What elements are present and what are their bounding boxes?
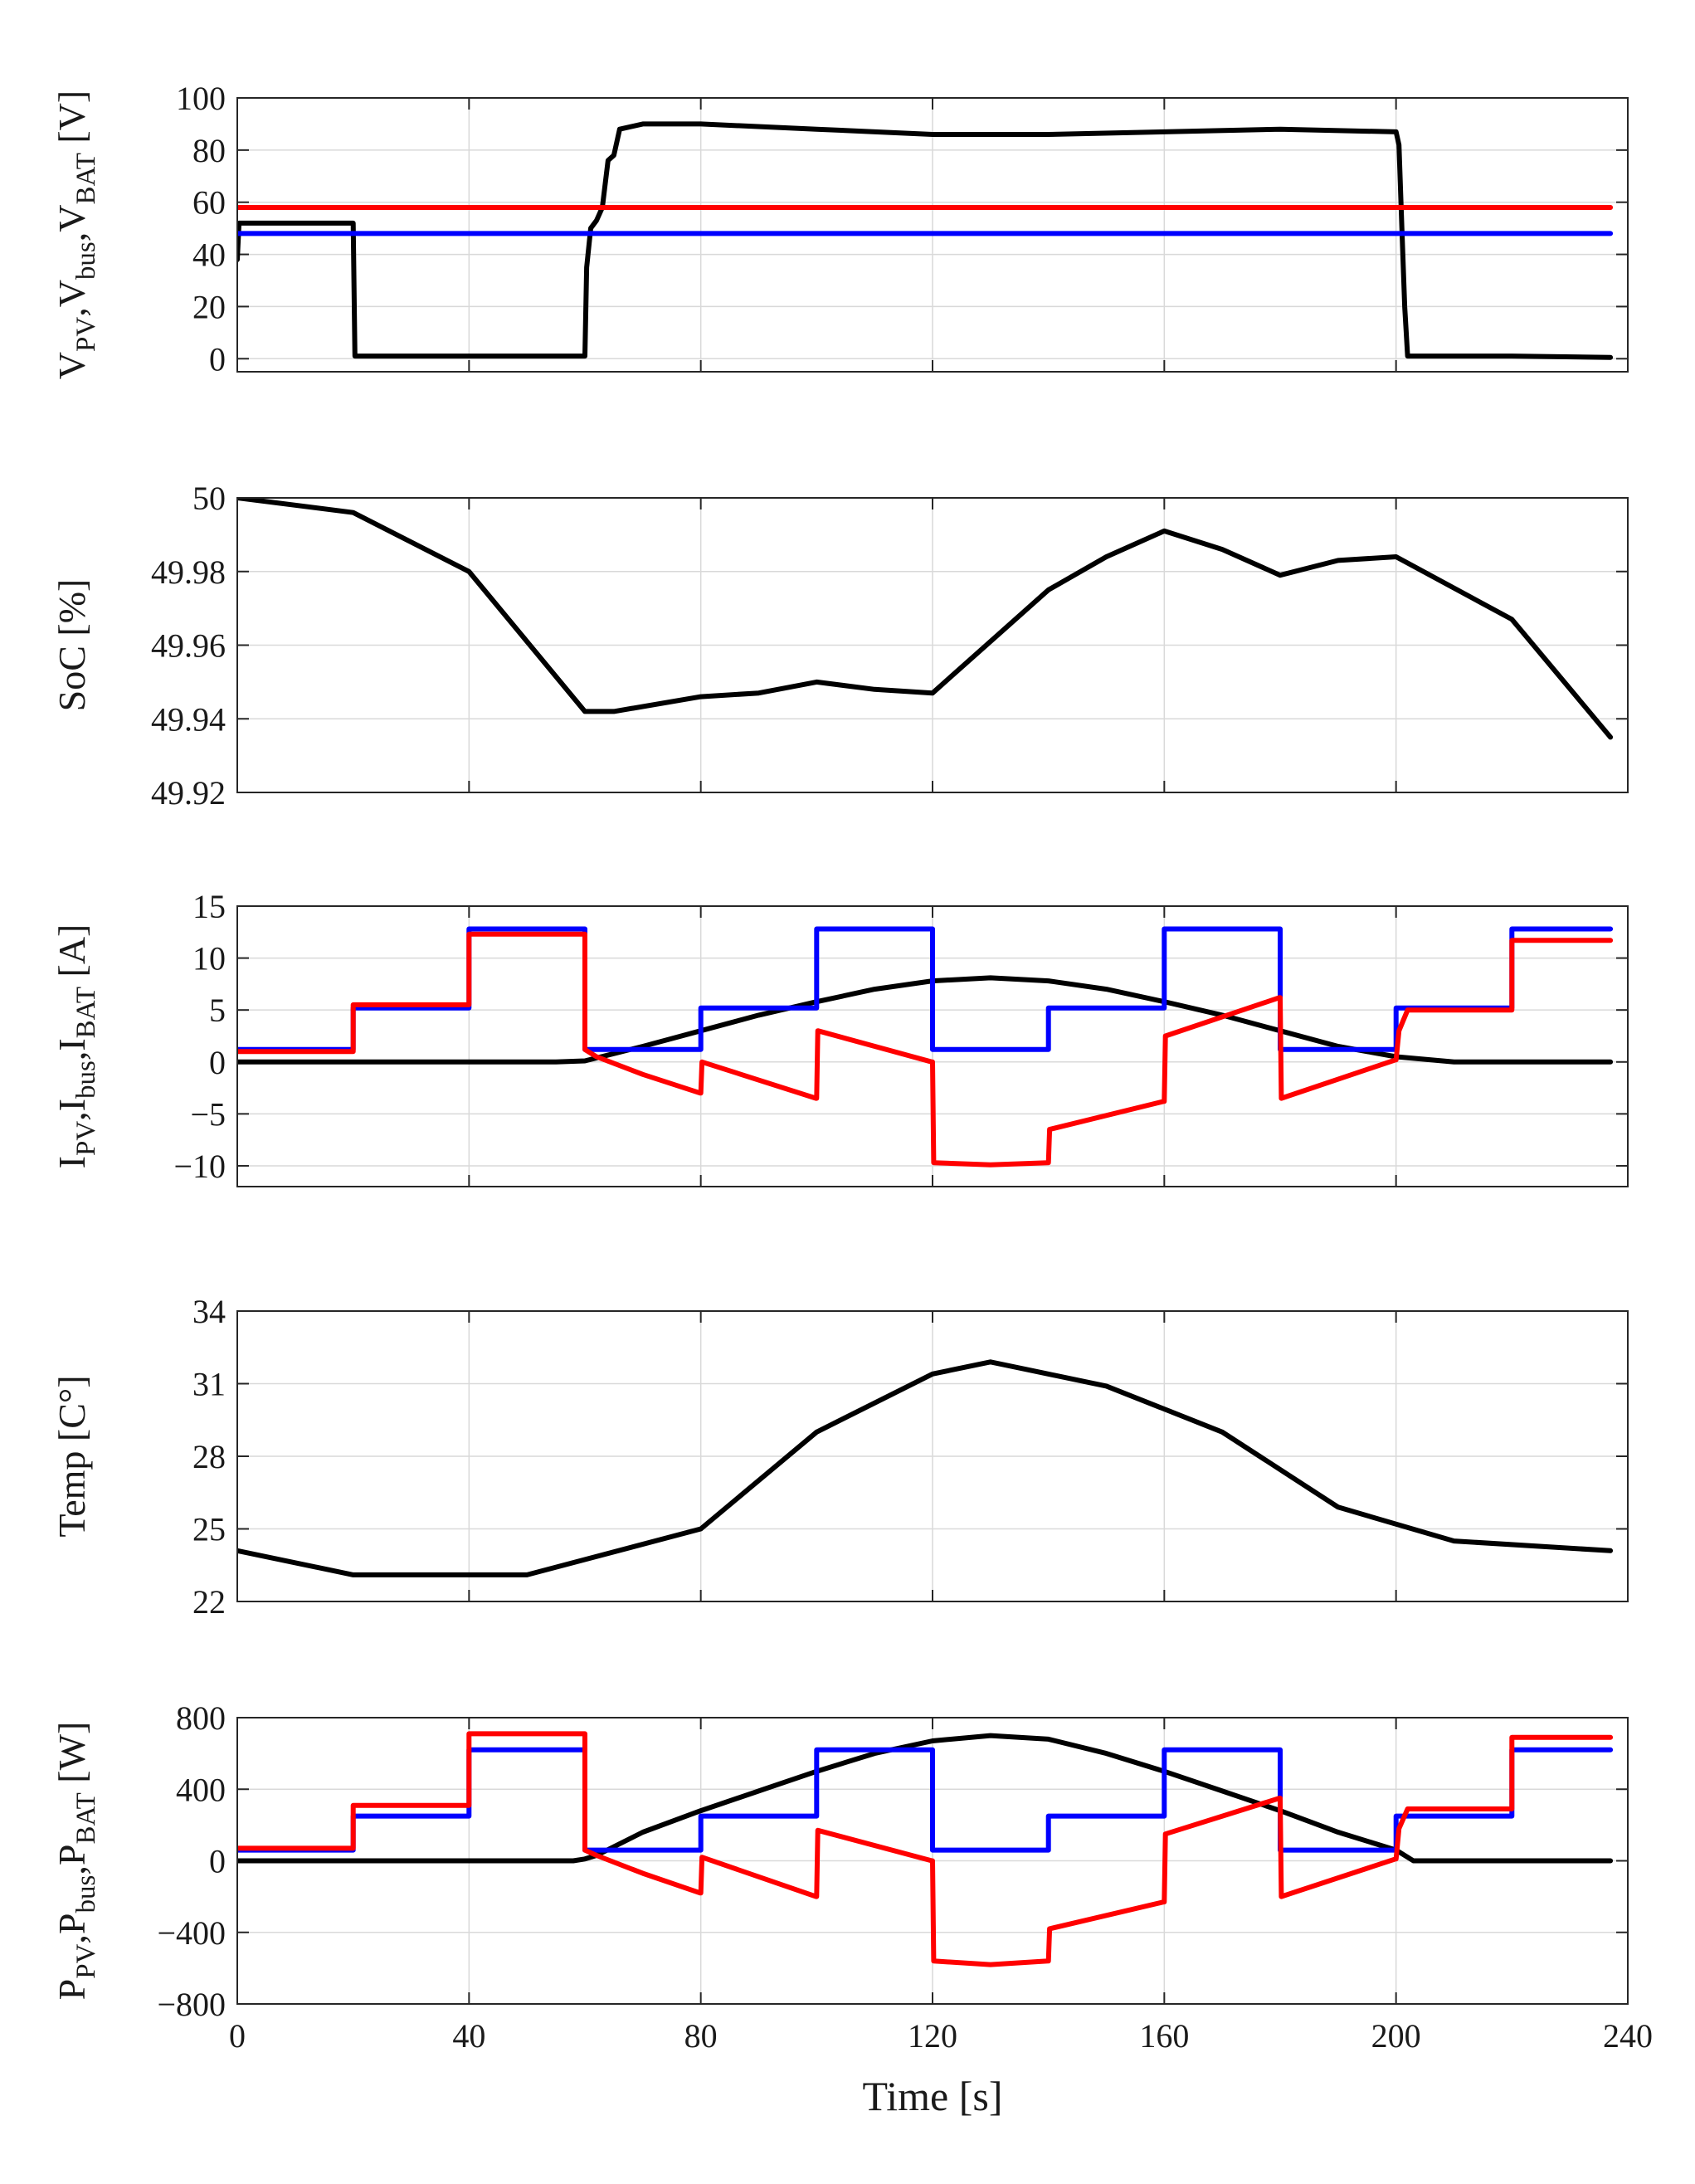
y-tick-label: 34	[192, 1293, 226, 1330]
figure: 020406080100VPV,Vbus,VBAT [V]49.9249.944…	[0, 0, 1695, 2184]
series-p-bat	[237, 1750, 1610, 1850]
y-tick-label: 28	[192, 1438, 226, 1475]
y-tick-label: 60	[192, 184, 226, 222]
y-tick-label: −5	[190, 1095, 226, 1133]
y-axis-label: VPV,Vbus,VBAT [V]	[51, 90, 101, 379]
y-tick-label: 10	[192, 940, 226, 977]
panel-5: −800 −400 0 400 800 PPV,Pbus,PBAT [W] 0 40 80 120…	[51, 1699, 1653, 2119]
panel-3: −10 −5 0 5 10 15 IPV,Ibus,IBAT [A]	[51, 888, 1628, 1187]
y-tick-label: 22	[192, 1583, 226, 1621]
series-soc	[237, 498, 1610, 737]
x-tick-label: 240	[1603, 2017, 1653, 2055]
y-axis-label: PPV,Pbus,PBAT [W]	[51, 1722, 101, 2001]
y-tick-label: 31	[192, 1366, 226, 1403]
y-tick-label: −800	[157, 1986, 226, 2023]
y-tick-label: 49.94	[151, 700, 226, 738]
y-tick-label: 40	[192, 236, 226, 274]
y-tick-label: 49.92	[151, 774, 226, 812]
panel-2: 49.92 49.94 49.96 49.98 50 SoC [%]	[51, 480, 1628, 812]
y-tick-label: 15	[192, 888, 226, 925]
y-tick-label: 50	[192, 480, 226, 517]
y-tick-label: 0	[209, 1843, 226, 1880]
x-tick-label: 80	[684, 2017, 718, 2055]
y-axis-label: SoC [%]	[51, 579, 93, 712]
x-tick-label: 200	[1371, 2017, 1421, 2055]
y-tick-label: 49.96	[151, 627, 226, 665]
panel-1: 0 20 40 60 80 100 VPV,Vbus,VBAT [V]	[51, 80, 1628, 379]
x-tick-label: 40	[452, 2017, 485, 2055]
y-axis-label: Temp [C°]	[51, 1375, 93, 1537]
y-tick-label: 49.98	[151, 553, 226, 591]
y-tick-label: 20	[192, 288, 226, 325]
series-p-pv	[237, 1736, 1610, 1861]
y-tick-label: 100	[176, 80, 226, 117]
x-tick-label: 0	[229, 2017, 246, 2055]
y-axis-label: IPV,Ibus,IBAT [A]	[51, 924, 101, 1169]
y-tick-label: −400	[157, 1914, 226, 1952]
y-tick-label: 0	[209, 340, 226, 378]
y-tick-label: 25	[192, 1511, 226, 1548]
x-tick-label: 160	[1139, 2017, 1189, 2055]
y-tick-label: 5	[209, 992, 226, 1029]
series-temp	[237, 1362, 1610, 1575]
series-i-bat	[237, 929, 1610, 1050]
panel-4: 22 25 28 31 34 Temp [C°]	[51, 1293, 1628, 1621]
x-axis-label: Time [s]	[862, 2073, 1002, 2119]
series-p-bus	[237, 1733, 1610, 1964]
y-tick-label: 80	[192, 132, 226, 169]
y-tick-label: 0	[209, 1044, 226, 1081]
series-v-pv	[237, 124, 1610, 357]
y-tick-label: 400	[176, 1771, 226, 1808]
y-tick-label: 800	[176, 1699, 226, 1737]
x-tick-label: 120	[908, 2017, 957, 2055]
y-tick-label: −10	[173, 1148, 226, 1185]
series-i-bus	[237, 934, 1610, 1165]
